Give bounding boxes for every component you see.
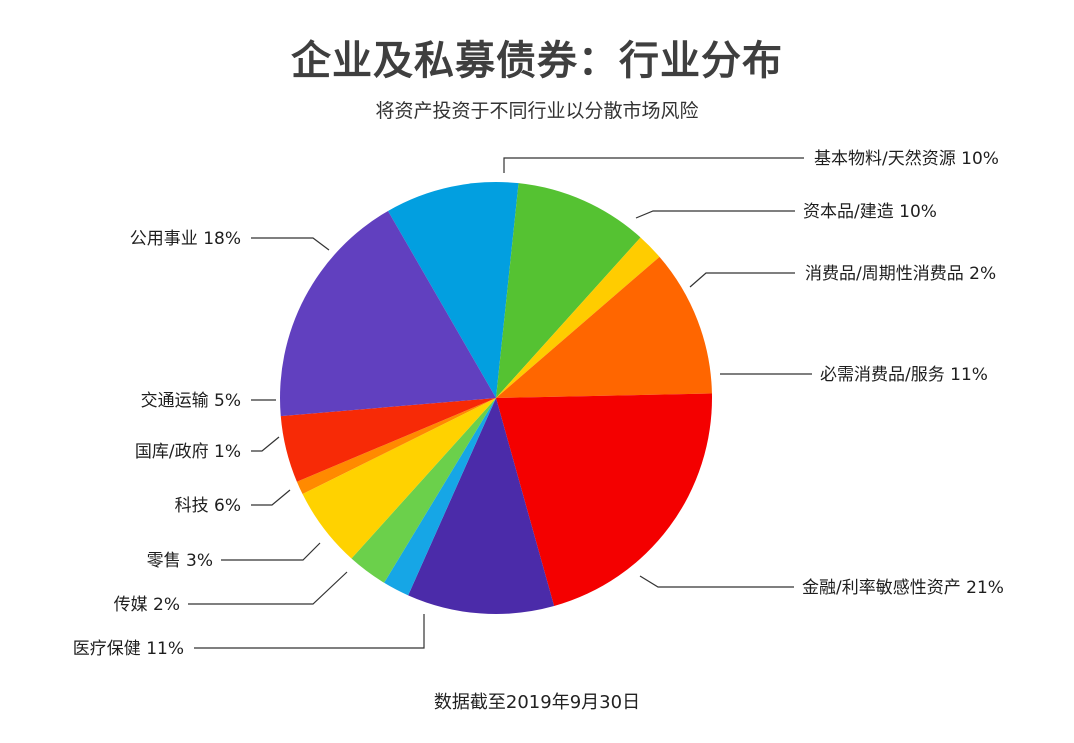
pie-slice-8 bbox=[302, 398, 496, 559]
leader-line-1 bbox=[635, 210, 795, 219]
pie-labels: 基本物料/天然资源 10% 资本品/建造 10% 消费品/周期性消费品 2% 必需消费… bbox=[73, 149, 1004, 659]
pie-slice-11 bbox=[280, 210, 496, 417]
leader-line-0 bbox=[503, 157, 804, 173]
slice-label-7: 零售 3% bbox=[147, 551, 213, 571]
leader-line-8 bbox=[251, 489, 291, 506]
slice-label-6: 传媒 2% bbox=[114, 595, 180, 615]
leader-line-6 bbox=[188, 571, 348, 605]
slice-label-8: 科技 6% bbox=[175, 496, 241, 516]
chart-title: 企业及私募债券：行业分布 bbox=[291, 38, 783, 84]
leader-line-2 bbox=[689, 272, 795, 288]
slice-label-1: 资本品/建造 10% bbox=[803, 202, 937, 222]
pie-slice-7 bbox=[351, 398, 496, 583]
slice-label-11: 公用事业 18% bbox=[130, 229, 241, 249]
slice-label-4: 金融/利率敏感性资产 21% bbox=[802, 578, 1004, 598]
data-date-footnote: 数据截至2019年9月30日 bbox=[433, 692, 641, 713]
leader-line-7 bbox=[221, 542, 321, 561]
leader-line-4 bbox=[639, 575, 794, 588]
pie-slice-1 bbox=[496, 183, 641, 398]
slice-label-10: 交通运输 5% bbox=[141, 391, 241, 411]
pie-slice-3 bbox=[496, 256, 712, 398]
pie-slice-4 bbox=[496, 393, 712, 607]
pie-slice-0 bbox=[388, 181, 519, 398]
pie-slice-2 bbox=[496, 237, 660, 398]
slice-label-0: 基本物料/天然资源 10% bbox=[814, 149, 999, 169]
pie-slices bbox=[280, 181, 712, 615]
pie-slice-9 bbox=[296, 398, 496, 495]
slice-label-3: 必需消费品/服务 11% bbox=[820, 365, 988, 385]
leader-line-11 bbox=[251, 237, 330, 251]
slice-label-2: 消费品/周期性消费品 2% bbox=[805, 264, 996, 284]
slice-label-9: 国库/政府 1% bbox=[135, 442, 241, 462]
leader-line-5 bbox=[194, 614, 425, 649]
pie-slice-6 bbox=[384, 398, 496, 596]
chart-subtitle: 将资产投资于不同行业以分散市场风险 bbox=[375, 100, 699, 122]
pie-slice-10 bbox=[280, 398, 496, 482]
leader-line-9 bbox=[251, 436, 280, 452]
pie-slice-5 bbox=[408, 398, 555, 615]
slice-label-5: 医疗保健 11% bbox=[73, 639, 184, 659]
